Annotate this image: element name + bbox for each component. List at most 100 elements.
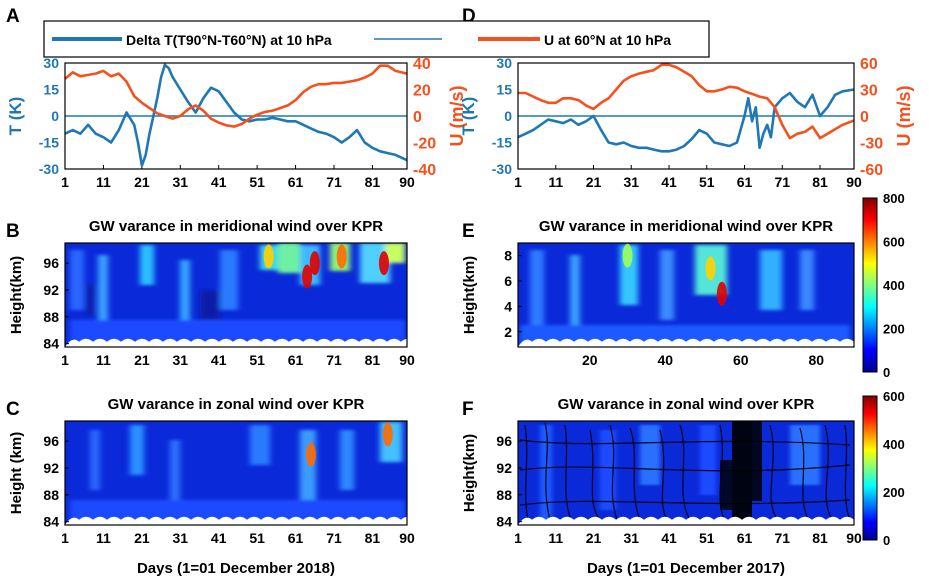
panel-a-xtick-label: 51 <box>249 174 265 190</box>
panel-a-ytick-label: -15 <box>39 135 59 151</box>
panel-b-xtick-label: 31 <box>172 352 188 368</box>
panel-b-xtick-label: 61 <box>288 352 304 368</box>
panel-c-xtick-label: 31 <box>172 530 188 546</box>
panel-c-title: GW varance in zonal wind over KPR <box>108 396 365 413</box>
panel-f-xtick-label: 31 <box>623 530 639 546</box>
panel-a-ytick-label: 15 <box>43 82 59 98</box>
panel-a-series-u <box>64 64 408 128</box>
colorbar-e-tick-label: 200 <box>883 322 905 337</box>
panel-d-ylabel: T (K) <box>459 97 478 136</box>
panel-e-xtick-label: 40 <box>657 352 673 368</box>
panel-letter-e: E <box>462 221 475 242</box>
panel-d-y2tick-label: 30 <box>860 83 878 100</box>
panel-f-ytick-label: 92 <box>496 460 512 476</box>
panel-d-ytick-label: -15 <box>492 135 512 151</box>
panel-f-xtick-label: 71 <box>774 530 790 546</box>
panel-b-hotspot <box>309 251 320 276</box>
panel-e-xtick-label: 20 <box>582 352 598 368</box>
panel-d-ytick-label: 15 <box>496 82 512 98</box>
panel-a-xtick-label: 41 <box>211 174 227 190</box>
colorbar-f-tick-label: 600 <box>883 389 905 404</box>
panel-f-axes <box>517 420 855 526</box>
panel-c-ytick-label: 84 <box>43 514 59 530</box>
panel-c-hotspot <box>305 442 316 467</box>
panel-e-ytick-label: 2 <box>504 324 512 340</box>
panel-b-missing-data <box>65 338 407 347</box>
panel-e-ytick-label: 4 <box>504 298 512 314</box>
panel-d-series-u <box>518 63 855 140</box>
panel-a-y2tick-label: -40 <box>413 162 436 179</box>
panel-f-xtick-label: 81 <box>812 530 828 546</box>
panel-b-hotspot <box>378 251 389 276</box>
colorbar-e-tick-label: 600 <box>883 235 905 250</box>
panel-c-xtick-label: 1 <box>61 530 69 546</box>
panel-e-ylabel: Height(km) <box>461 256 478 334</box>
panel-a-xtick-label: 11 <box>96 174 111 190</box>
panel-f-xtick-label: 61 <box>737 530 753 546</box>
panel-letter-f: F <box>462 399 474 420</box>
panel-b-ytick-label: 84 <box>43 336 59 352</box>
panel-a-y2tick-label: -20 <box>413 136 436 153</box>
panel-b-xtick-label: 90 <box>399 352 415 368</box>
panel-f-xtick-label: 90 <box>846 530 862 546</box>
panel-a-xtick-label: 61 <box>288 174 304 190</box>
panel-a-axes <box>64 62 408 170</box>
panel-a-ylabel: T (K) <box>6 97 25 136</box>
panel-d-xtick-label: 81 <box>812 174 828 190</box>
colorbar-e-tick-label: 400 <box>883 278 905 293</box>
panel-d-xtick-label: 61 <box>737 174 753 190</box>
panel-e-xtick-label: 60 <box>733 352 749 368</box>
panel-a-y2tick-label: 20 <box>413 83 431 100</box>
legend: Delta T(T90°N-T60°N) at 10 hPa U at 60°N… <box>43 20 710 58</box>
panel-f-xtick-label: 21 <box>586 530 602 546</box>
panel-b-title: GW varance in meridional wind over KPR <box>89 218 383 235</box>
panel-a-y2tick-label: 0 <box>413 109 422 126</box>
heatmap-f-field <box>518 421 854 525</box>
panel-a-xtick-label: 71 <box>326 174 342 190</box>
panel-f-ylabel: Height(km) <box>461 434 478 512</box>
panel-c-ytick-label: 96 <box>43 433 59 449</box>
panel-a-ytick-label: -30 <box>39 161 59 177</box>
panel-letter-a: A <box>6 6 20 27</box>
panel-c-xtick-label: 11 <box>96 530 111 546</box>
panel-f-xtick-label: 1 <box>514 530 522 546</box>
panel-e-hotspot <box>716 281 727 306</box>
panel-d-xtick-label: 71 <box>774 174 790 190</box>
colorbar-f-tick-label: 400 <box>883 437 905 452</box>
heatmap-b-field <box>65 243 407 347</box>
panel-e-ytick-label: 8 <box>504 248 512 264</box>
panel-c-xlabel: Days (1=01 December 2018) <box>137 560 335 577</box>
panel-c-ytick-label: 92 <box>43 460 59 476</box>
panel-b-xtick-label: 1 <box>61 352 69 368</box>
panel-f-xtick-label: 51 <box>699 530 715 546</box>
panel-e-title: GW varance in meridional wind over KPR <box>539 218 833 235</box>
legend-label-u: U at 60°N at 10 hPa <box>544 32 671 48</box>
panel-b-axes <box>64 242 408 348</box>
panel-e-xtick-label: 80 <box>808 352 824 368</box>
panel-d-xtick-label: 11 <box>548 174 563 190</box>
panel-a-xtick-label: 81 <box>365 174 381 190</box>
panel-letter-c: C <box>6 399 20 420</box>
panel-d-xtick-label: 90 <box>846 174 862 190</box>
panel-d-axes <box>517 62 855 170</box>
panel-b-xtick-label: 81 <box>365 352 381 368</box>
panel-b-xtick-label: 51 <box>249 352 265 368</box>
colorbar-f-tick-label: 0 <box>883 533 890 548</box>
panel-c-xtick-label: 41 <box>211 530 227 546</box>
panel-c-xtick-label: 21 <box>134 530 150 546</box>
panel-b-ytick-label: 88 <box>43 309 59 325</box>
panel-e-axes <box>517 242 855 348</box>
panel-a-ytick-label: 30 <box>43 55 59 71</box>
panel-c-xtick-label: 71 <box>326 530 342 546</box>
panel-d-ytick-label: 0 <box>504 108 512 124</box>
panel-e-hotspot <box>705 256 716 281</box>
panel-c-xtick-label: 81 <box>365 530 381 546</box>
panel-b-xtick-label: 71 <box>326 352 342 368</box>
panel-f-xtick-label: 41 <box>661 530 677 546</box>
panel-f-xlabel: Days (1=01 December 2017) <box>587 560 785 577</box>
panel-c-xtick-label: 90 <box>399 530 415 546</box>
panel-b-hotspot <box>263 244 274 269</box>
panel-f-title: GW varance in zonal wind over KPR <box>558 396 815 413</box>
panel-f-ytick-label: 84 <box>496 514 512 530</box>
